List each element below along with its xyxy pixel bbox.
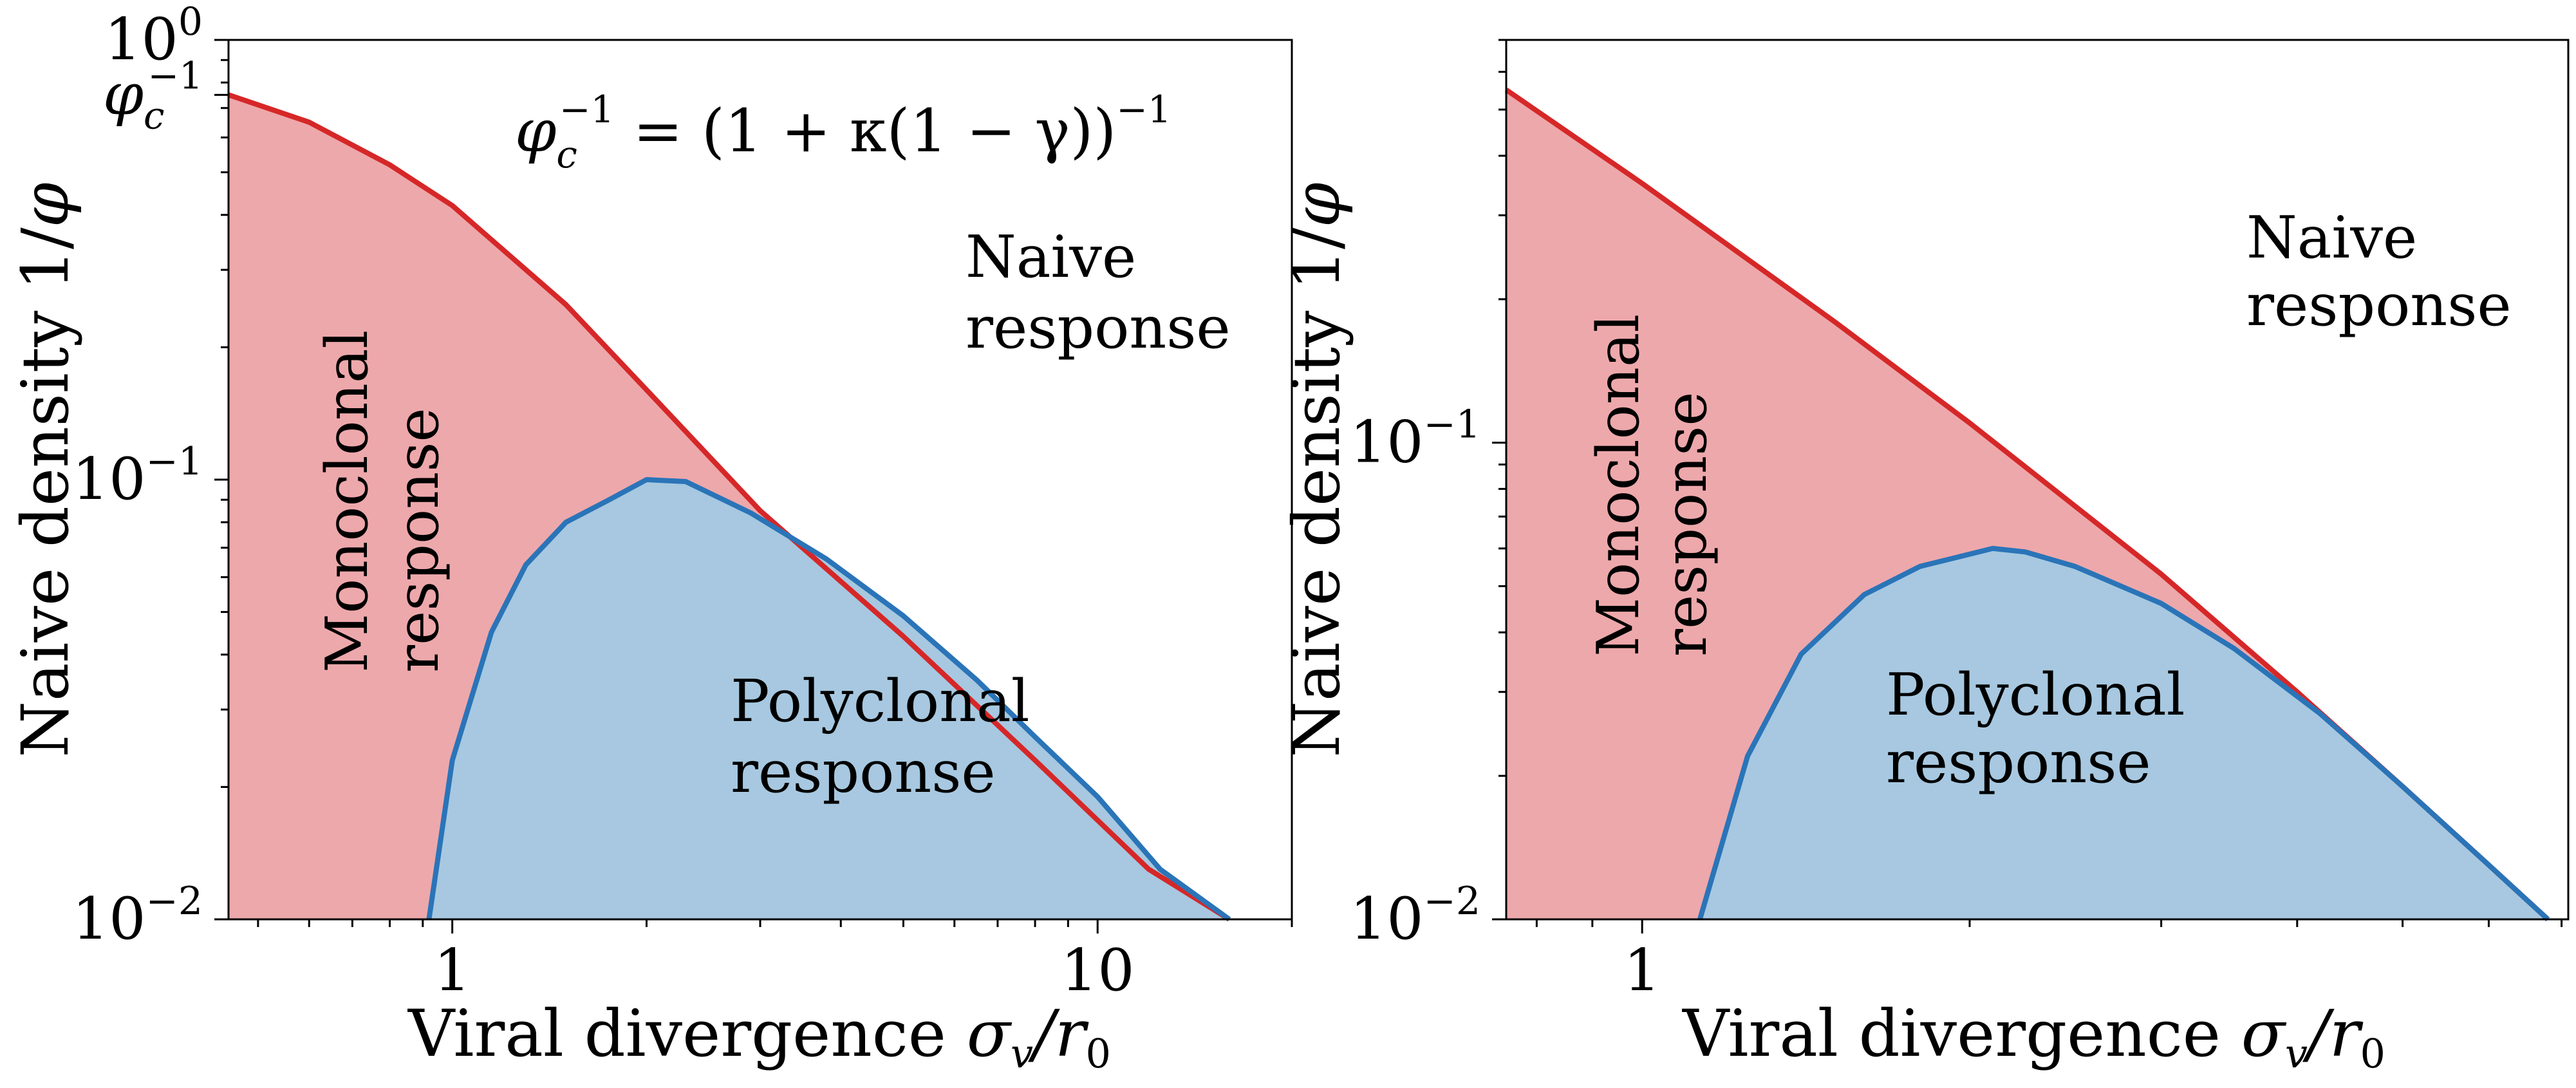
formula-lhs: φ	[515, 97, 557, 165]
polyclonal-boundary-line	[426, 477, 1231, 922]
formula-lhs-sup: −1	[559, 88, 615, 131]
x-axis-label: Viral divergence σv/r0	[407, 996, 1111, 1077]
region-fills	[1506, 89, 2548, 919]
y-tick-label: 10−1	[72, 439, 203, 513]
x-label-sub-0: 0	[1086, 1030, 1111, 1077]
right-chart: 1 10−2 10−1 Naive response Monoclonal resp…	[1279, 39, 2570, 1077]
threshold-tick-label: φc−1	[103, 53, 203, 137]
polyclonal-region-label: Polyclonal	[1886, 661, 2185, 729]
x-label-sigma: σ	[967, 996, 1013, 1071]
polyclonal-region-label-2: response	[731, 738, 996, 806]
y-axis-label: Naive density 1/φ	[8, 182, 83, 757]
formula-rhs-sup: −1	[1116, 88, 1171, 131]
axis-ticks: 1 10−2 10−1	[1350, 39, 2563, 1004]
monoclonal-region-label-2: response	[1652, 391, 1720, 657]
region-fills	[229, 95, 1229, 919]
x-tick-label: 10	[1061, 937, 1135, 1004]
boundary-lines	[1504, 88, 2550, 921]
x-label-sigma: σ	[2241, 996, 2287, 1071]
x-axis-label: Viral divergence σv/r0	[1682, 996, 2385, 1077]
y-label-phi: φ	[8, 182, 83, 227]
naive-region-label-2: response	[966, 294, 1231, 362]
threshold-formula: φc−1 = (1 + κ(1 − γ))−1	[515, 88, 1171, 176]
y-tick-label: 10−2	[1350, 879, 1480, 953]
boundary-lines	[227, 92, 1231, 922]
formula-lhs-sub: c	[556, 133, 577, 176]
x-label-sub-v: v	[1011, 1030, 1033, 1077]
y-axis-label: Naive density 1/φ	[1279, 182, 1354, 757]
x-tick-label: 1	[1624, 937, 1661, 1004]
x-label-prefix: Viral divergence	[407, 996, 967, 1071]
y-label-text: Naive density 1/	[8, 227, 83, 758]
y-tick-label: 100	[104, 0, 203, 73]
monoclonal-region-label-2: response	[384, 408, 452, 673]
polyclonal-boundary-fill	[1699, 548, 2548, 919]
polyclonal-boundary-fill	[429, 480, 1229, 919]
naive-region-label-2: response	[2246, 272, 2512, 339]
x-label-sub-v: v	[2285, 1030, 2308, 1077]
x-label-prefix: Viral divergence	[1682, 996, 2241, 1071]
naive-region-label: Naive	[2246, 204, 2417, 272]
y-label-phi: φ	[1279, 182, 1354, 227]
plot-frame	[1505, 39, 2570, 921]
x-label-slash-r: /r	[1028, 996, 1089, 1071]
monoclonal-region-label: Monoclonal	[1585, 314, 1652, 657]
polyclonal-boundary-line	[1697, 545, 2550, 921]
y-label-text: Naive density 1/	[1279, 227, 1354, 758]
x-tick-label: 1	[434, 937, 471, 1004]
polyclonal-region-label-2: response	[1886, 729, 2151, 796]
monoclonal-region-label: Monoclonal	[313, 330, 381, 673]
formula-rhs: = (1 + κ(1 − γ))	[614, 97, 1116, 165]
x-label-slash-r: /r	[2302, 996, 2364, 1071]
naive-region-label: Naive	[966, 223, 1136, 291]
y-tick-label: 10−1	[1350, 402, 1480, 476]
y-tick-label: 10−2	[72, 879, 203, 953]
monoclonal-boundary-line	[227, 92, 1231, 922]
x-label-sub-0: 0	[2360, 1030, 2385, 1077]
polyclonal-region-label: Polyclonal	[731, 668, 1030, 735]
